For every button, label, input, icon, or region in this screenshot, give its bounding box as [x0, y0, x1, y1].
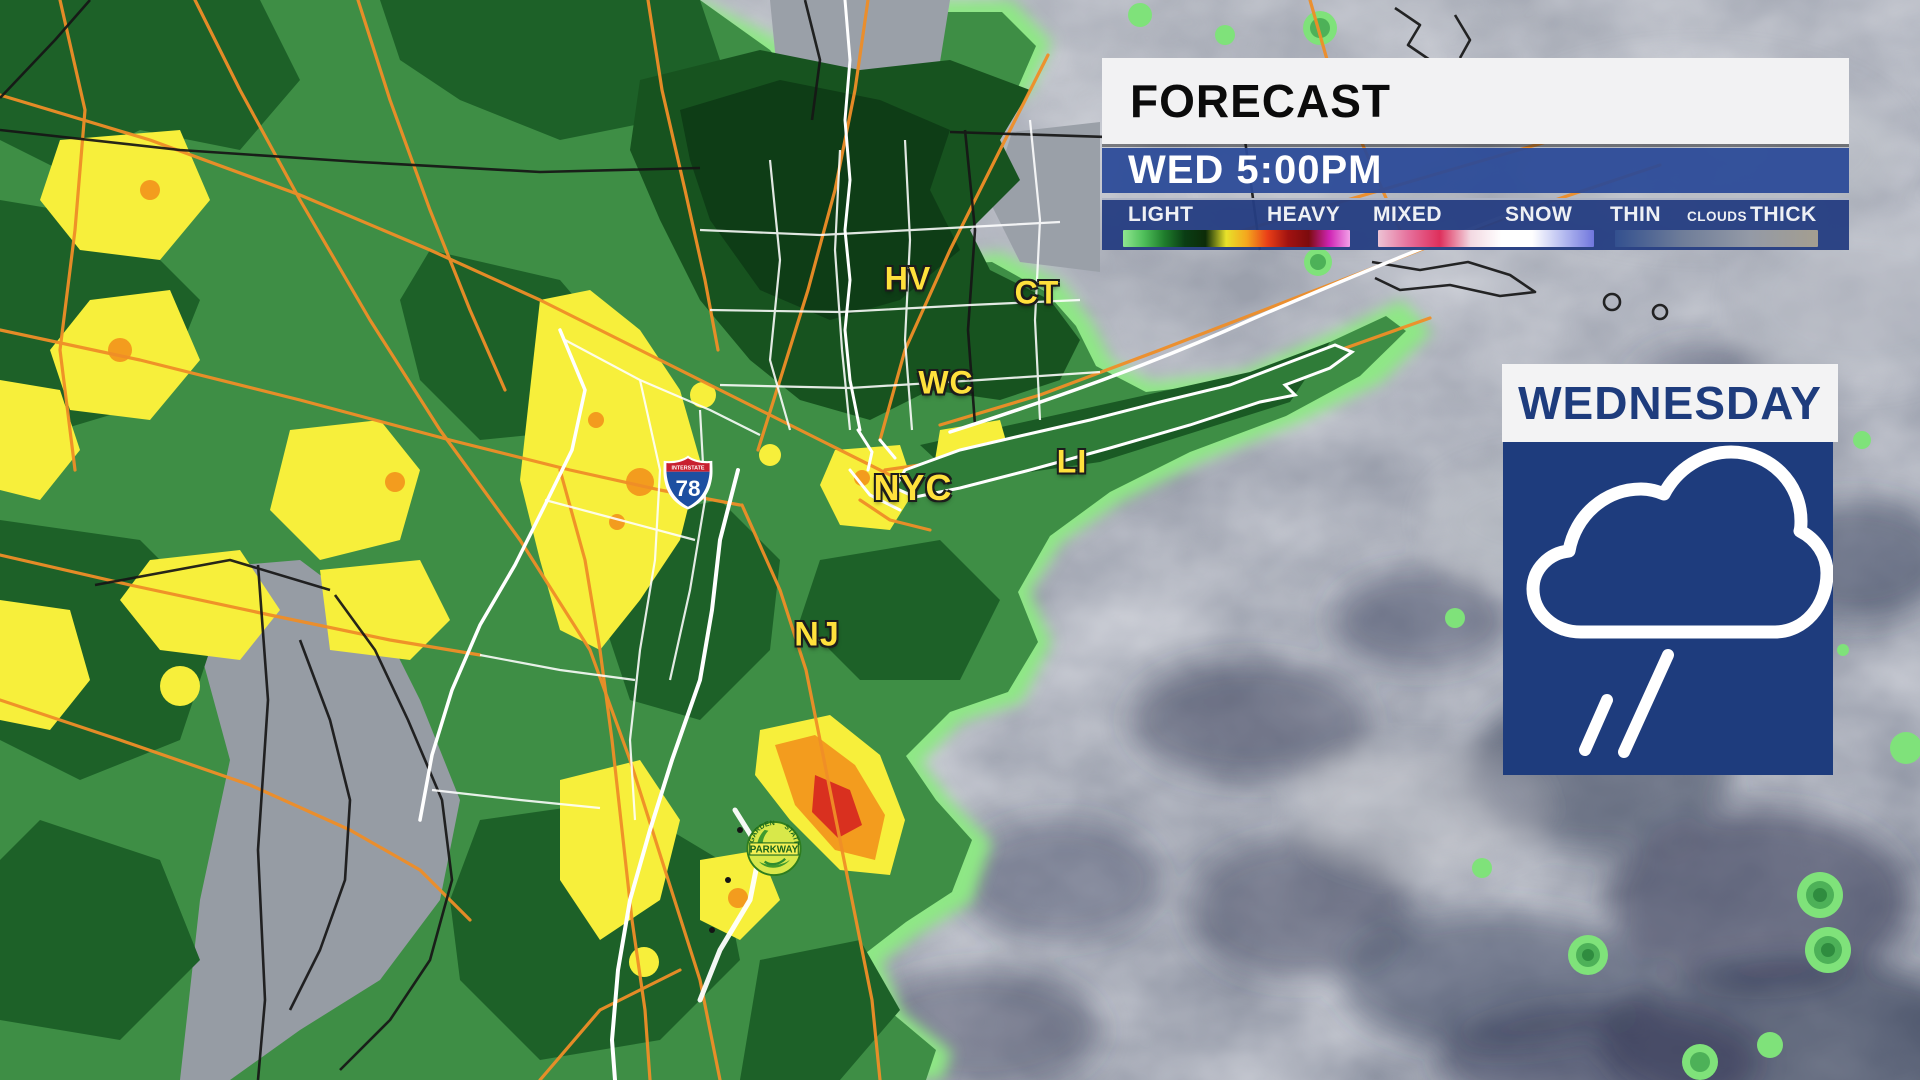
map-label-ct: CT	[1014, 274, 1060, 311]
legend-label-thin: THIN	[1610, 203, 1661, 226]
day-card-header: WEDNESDAY	[1502, 364, 1838, 442]
map-label-nyc: NYC	[873, 467, 953, 508]
forecast-panel-header: FORECAST	[1102, 58, 1849, 144]
legend-label-light: LIGHT	[1128, 203, 1194, 226]
county-lines	[431, 119, 1101, 821]
map-label-wc: WC	[918, 364, 974, 401]
forecast-timestamp-bar: WED 5:00PM	[1102, 148, 1849, 193]
legend-label-snow: SNOW	[1505, 203, 1573, 226]
cloud-rain-icon	[1526, 445, 1834, 758]
interstate-78-shield-icon: INTERSTATE 78	[661, 455, 715, 516]
legend-label-thick: THICK	[1750, 203, 1817, 226]
map-label-nj: NJ	[794, 615, 840, 654]
svg-text:INTERSTATE: INTERSTATE	[672, 465, 705, 471]
map-label-li: LI	[1056, 443, 1088, 480]
legend-gradient-rain	[1123, 230, 1350, 247]
map-label-hv: HV	[884, 260, 932, 297]
forecast-timestamp: WED 5:00PM	[1128, 148, 1383, 192]
svg-text:PARKWAY: PARKWAY	[750, 845, 799, 856]
radar-legend: LIGHT HEAVY MIXED SNOW THIN CLOUDS THICK	[1102, 198, 1849, 250]
legend-label-heavy: HEAVY	[1267, 203, 1341, 226]
radar-ocean-specks	[1128, 3, 1920, 1080]
legend-label-clouds: CLOUDS	[1687, 209, 1747, 224]
forecast-title: FORECAST	[1130, 75, 1391, 127]
legend-label-mixed: MIXED	[1373, 203, 1443, 226]
day-card-body	[1503, 442, 1834, 775]
day-card-title: WEDNESDAY	[1518, 377, 1822, 429]
parkway-shield-icon: GARDEN STATE PARKWAY	[746, 820, 802, 882]
legend-gradient-clouds	[1615, 230, 1818, 247]
svg-text:78: 78	[675, 476, 700, 501]
shore-dots	[709, 827, 743, 933]
long-island	[892, 343, 1356, 499]
legend-gradient-mixed-snow	[1378, 230, 1594, 247]
